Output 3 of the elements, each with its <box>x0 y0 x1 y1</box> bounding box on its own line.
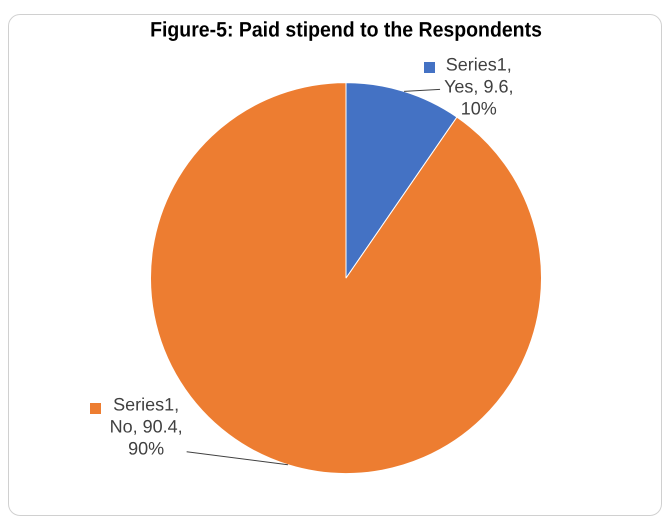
chart-title: Figure-5: Paid stipend to the Respondents <box>150 18 542 42</box>
data-label: Series1, Yes, 9.6, 10% <box>444 54 514 118</box>
data-label: Series1, No, 90.4, 90% <box>110 394 183 459</box>
